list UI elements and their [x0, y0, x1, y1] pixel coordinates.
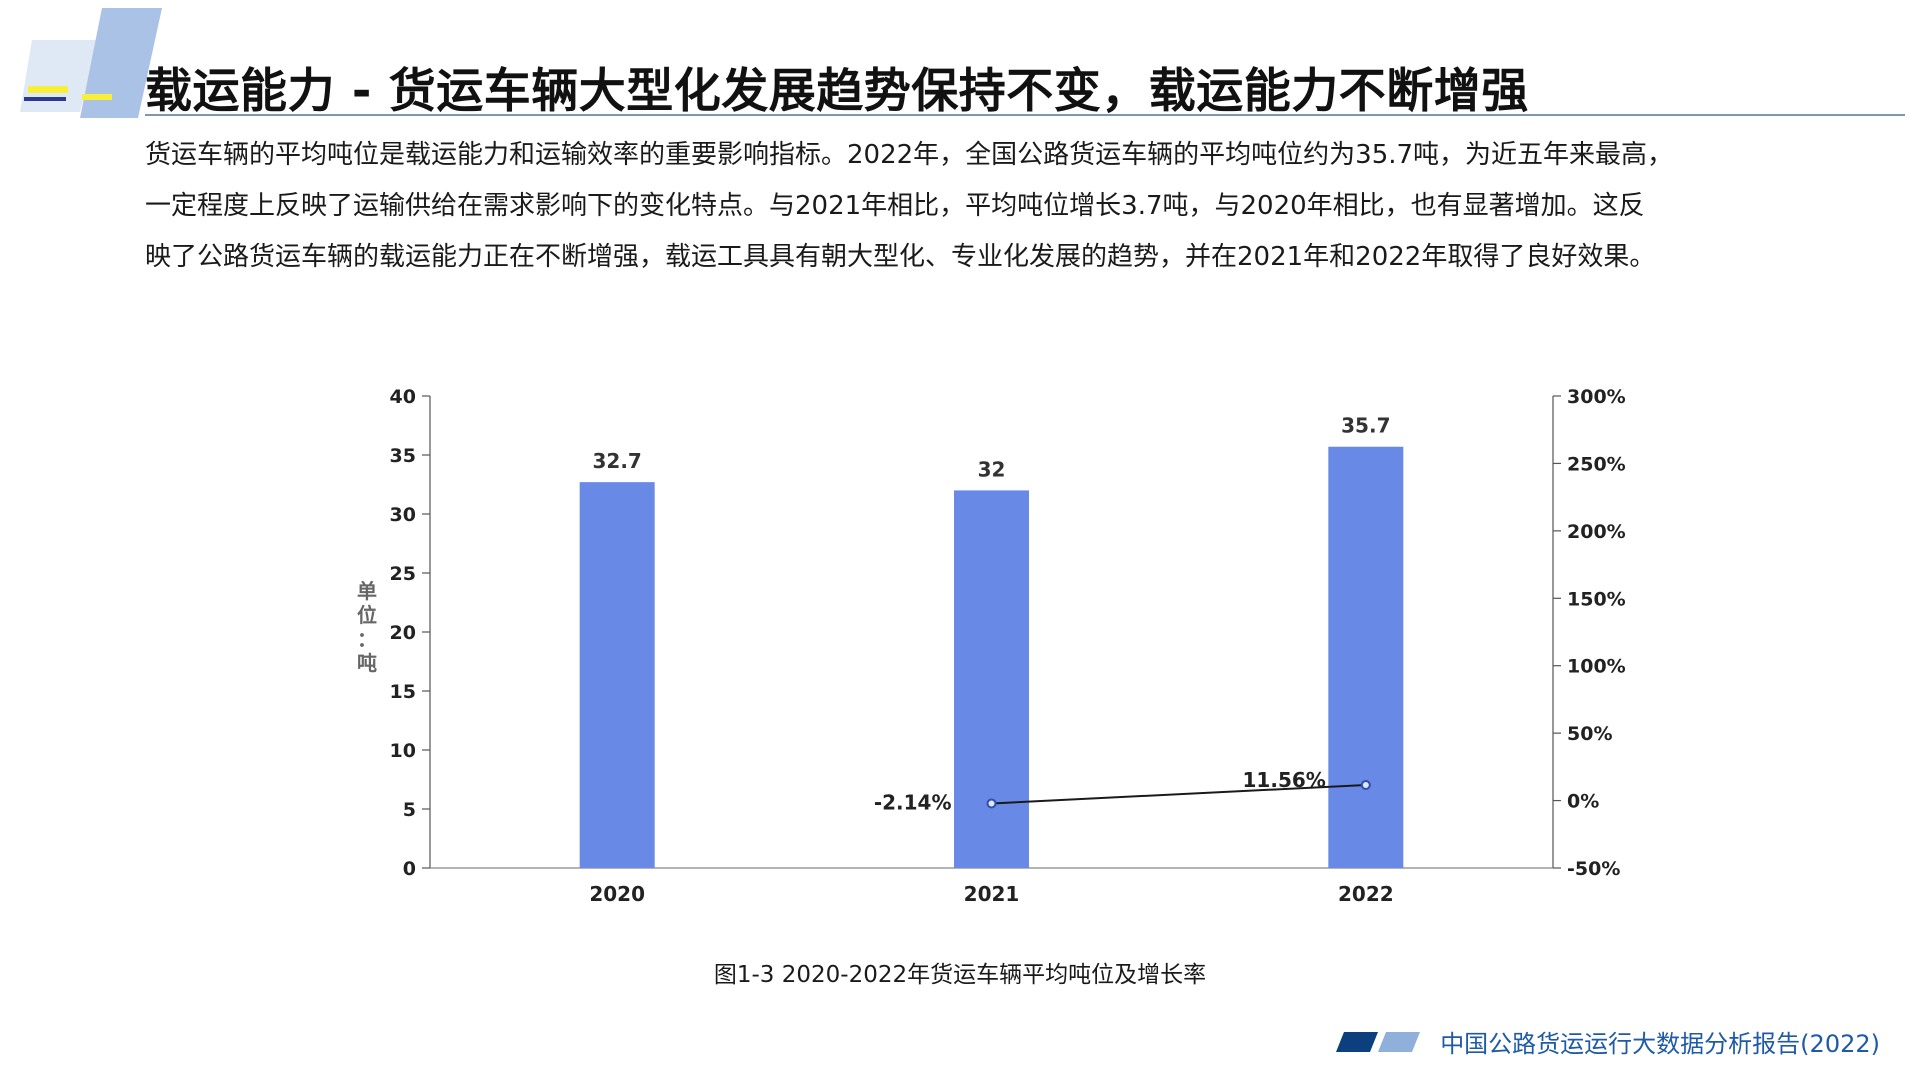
logo-stripe-navy: [24, 97, 66, 101]
growth-value-label: 11.56%: [1243, 768, 1326, 792]
y-tick-label-left: 20: [390, 622, 416, 644]
y-tick-label-left: 40: [390, 386, 416, 408]
y-axis-title-char: 位: [357, 603, 377, 627]
y-tick-label-left: 5: [403, 799, 416, 821]
y-tick-label-right: 300%: [1567, 386, 1626, 408]
intro-paragraph: 货运车辆的平均吨位是载运能力和运输效率的重要影响指标。2022年，全国公路货运车…: [145, 130, 1795, 283]
growth-line-point: [1360, 779, 1371, 790]
footer-bar-dark: [1336, 1031, 1379, 1052]
logo-panel-right: [80, 8, 162, 118]
bar: [1328, 446, 1404, 868]
bar-value-label: 35.7: [1341, 414, 1390, 438]
y-tick-label-left: 10: [390, 740, 416, 762]
growth-line-point: [986, 798, 997, 809]
footer-bar-light: [1378, 1031, 1421, 1052]
footer: 中国公路货运运行大数据分析报告(2022): [1336, 1024, 1880, 1059]
paragraph-line-3: 映了公路货运车辆的载运能力正在不断增强，载运工具具有朝大型化、专业化发展的趋势，…: [145, 242, 1656, 272]
growth-value-label: -2.14%: [874, 790, 952, 814]
footer-report-title: 中国公路货运运行大数据分析报告(2022): [1440, 1030, 1880, 1058]
y-tick-label-left: 0: [403, 858, 416, 880]
y-tick-label-left: 30: [390, 504, 416, 526]
bar-value-label: 32: [978, 457, 1006, 481]
page-title: 载运能力 - 货运车辆大型化发展趋势保持不变，载运能力不断增强: [145, 64, 1529, 119]
title-divider: [145, 114, 1905, 116]
y-tick-label-left: 35: [390, 445, 416, 467]
growth-line-path: [991, 783, 1366, 805]
bar: [579, 482, 655, 868]
chart-labels: 2020 2021 2022 32.7 32 35.7 -2.14% 11.56%: [589, 414, 1393, 906]
x-tick-label: 2020: [589, 882, 645, 906]
chart-axes: 0 5 10 15 20 25 30 35 40 -50% 0% 50% 100% 150% 200% 250…: [357, 386, 1626, 880]
x-tick-label: 2022: [1338, 882, 1394, 906]
y-tick-label-right: 250%: [1567, 453, 1626, 475]
chart-bars: [579, 446, 1404, 868]
bar-value-label: 32.7: [592, 449, 641, 473]
logo-stripe-yellow: [28, 86, 68, 93]
paragraph-line-1: 货运车辆的平均吨位是载运能力和运输效率的重要影响指标。2022年，全国公路货运车…: [145, 140, 1674, 170]
y-tick-label-right: 0%: [1567, 791, 1599, 813]
chart-growth-line: [986, 779, 1371, 809]
y-tick-label-right: 50%: [1567, 723, 1612, 745]
y-axis-title-char: ：: [357, 627, 377, 651]
paragraph-line-2: 一定程度上反映了运输供给在需求影响下的变化特点。与2021年相比，平均吨位增长3…: [145, 191, 1645, 221]
y-tick-label-right: 150%: [1567, 588, 1626, 610]
chart-caption: 图1-3 2020-2022年货运车辆平均吨位及增长率: [713, 962, 1207, 988]
y-axis-title: 单位：吨: [357, 579, 377, 675]
y-axis-title-char: 单: [357, 579, 377, 603]
bar: [954, 490, 1029, 868]
logo-mark: [20, 8, 162, 118]
x-tick-label: 2021: [964, 882, 1020, 906]
footer-logo-bars: [1336, 1031, 1421, 1052]
y-axis-title-char: 吨: [357, 651, 377, 675]
y-tick-label-left: 25: [390, 563, 416, 585]
y-tick-label-left: 15: [390, 681, 416, 703]
y-tick-label-right: 100%: [1567, 656, 1626, 678]
y-tick-label-right: -50%: [1567, 858, 1620, 880]
y-tick-label-right: 200%: [1567, 521, 1626, 543]
logo-stripe-yellow-2: [82, 94, 112, 100]
logo-panel-left: [20, 40, 98, 112]
